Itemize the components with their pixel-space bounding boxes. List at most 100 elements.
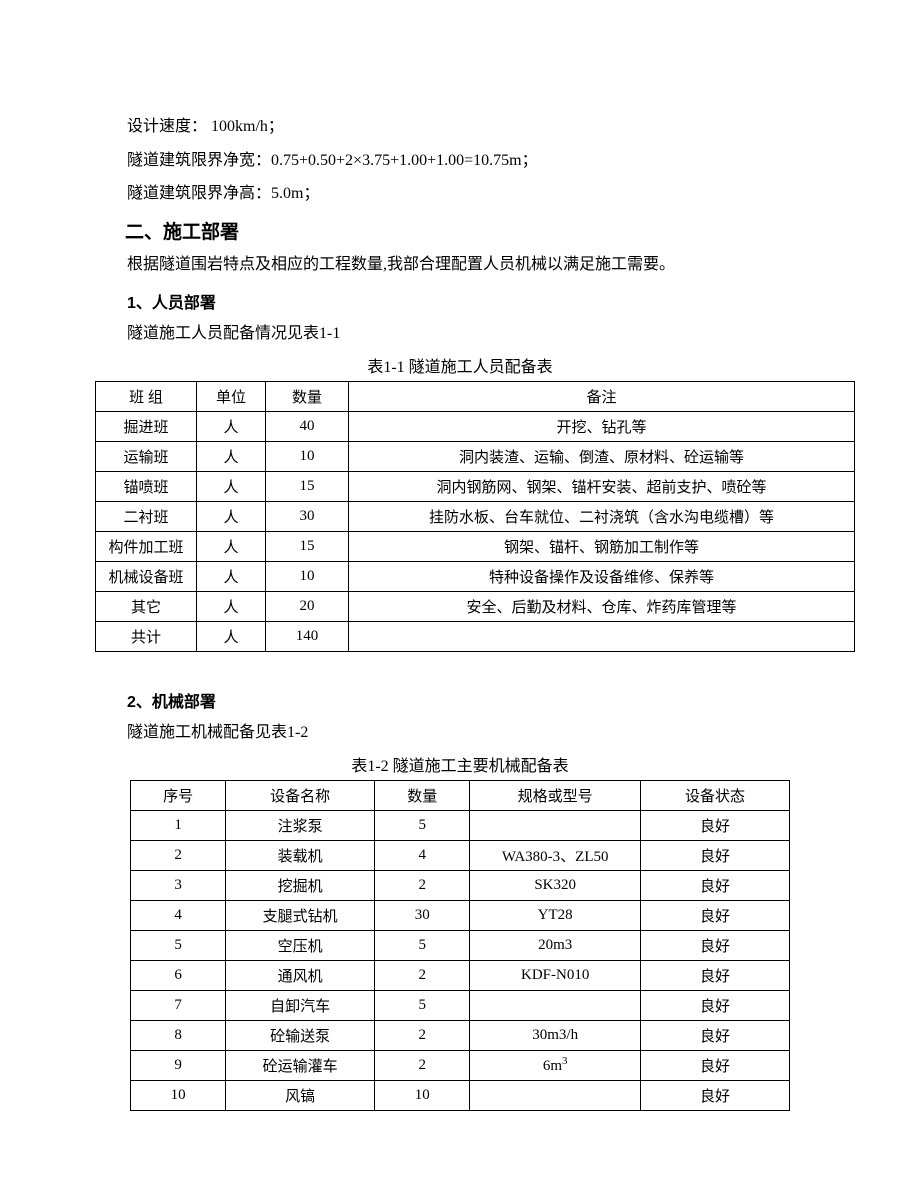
table-cell: 5 — [131, 930, 226, 960]
table-header-cell: 设备名称 — [226, 780, 375, 810]
table-cell: 2 — [375, 1050, 470, 1080]
table-cell — [470, 1080, 641, 1110]
table-cell: 钢架、锚杆、钢筋加工制作等 — [349, 531, 855, 561]
table-row: 其它人20安全、后勤及材料、仓库、炸药库管理等 — [96, 591, 855, 621]
table-cell: 良好 — [640, 1020, 789, 1050]
table-cell: 30m3/h — [470, 1020, 641, 1050]
table-header-cell: 数量 — [375, 780, 470, 810]
tunnel-height-line: 隧道建筑限界净高：5.0m； — [95, 177, 825, 211]
table-header-cell: 单位 — [197, 381, 266, 411]
table-cell: 良好 — [640, 930, 789, 960]
table-cell: 支腿式钻机 — [226, 900, 375, 930]
table-cell: 4 — [131, 900, 226, 930]
table-cell: SK320 — [470, 870, 641, 900]
table-cell: 砼运输灌车 — [226, 1050, 375, 1080]
table-cell: 30 — [375, 900, 470, 930]
table-cell: 人 — [197, 441, 266, 471]
table-cell: 良好 — [640, 840, 789, 870]
table-cell: 9 — [131, 1050, 226, 1080]
table-cell: 挂防水板、台车就位、二衬浇筑（含水沟电缆槽）等 — [349, 501, 855, 531]
design-speed-line: 设计速度： 100km/h； — [95, 110, 825, 144]
table-cell: 40 — [266, 411, 349, 441]
table-cell: 6 — [131, 960, 226, 990]
table-cell: 洞内装渣、运输、倒渣、原材料、砼运输等 — [349, 441, 855, 471]
table-cell: 注浆泵 — [226, 810, 375, 840]
table-cell: 通风机 — [226, 960, 375, 990]
table-cell: 良好 — [640, 1050, 789, 1080]
table-cell: 安全、后勤及材料、仓库、炸药库管理等 — [349, 591, 855, 621]
table-cell: 人 — [197, 531, 266, 561]
table-cell: 二衬班 — [96, 501, 197, 531]
table-row: 9砼运输灌车26m3良好 — [131, 1050, 790, 1080]
table-1-caption: 表1-1 隧道施工人员配备表 — [95, 353, 825, 377]
table-cell: 良好 — [640, 810, 789, 840]
table-2-caption: 表1-2 隧道施工主要机械配备表 — [95, 752, 825, 776]
table-cell: 4 — [375, 840, 470, 870]
table-row: 运输班人10洞内装渣、运输、倒渣、原材料、砼运输等 — [96, 441, 855, 471]
table-cell: 良好 — [640, 1080, 789, 1110]
table-cell: 5 — [375, 810, 470, 840]
table-row: 共计人140 — [96, 621, 855, 651]
table-cell — [470, 990, 641, 1020]
table-cell: 构件加工班 — [96, 531, 197, 561]
table-cell: 共计 — [96, 621, 197, 651]
table-cell: 2 — [375, 960, 470, 990]
subsection-1-title: 1、人员部署 — [95, 289, 825, 313]
table-header-cell: 备注 — [349, 381, 855, 411]
table-cell: YT28 — [470, 900, 641, 930]
table-cell: 2 — [375, 1020, 470, 1050]
table-cell: 10 — [266, 561, 349, 591]
table-row: 7自卸汽车5良好 — [131, 990, 790, 1020]
table-cell — [470, 810, 641, 840]
table-cell: 6m3 — [470, 1050, 641, 1080]
personnel-table: 班 组 单位 数量 备注 掘进班人40开挖、钻孔等运输班人10洞内装渣、运输、倒… — [95, 381, 855, 652]
table-cell: 人 — [197, 591, 266, 621]
section-2-title: 二、施工部署 — [125, 217, 825, 244]
machinery-table: 序号 设备名称 数量 规格或型号 设备状态 1注浆泵5良好2装载机4WA380-… — [130, 780, 790, 1111]
table-row: 机械设备班人10特种设备操作及设备维修、保养等 — [96, 561, 855, 591]
table-cell: 机械设备班 — [96, 561, 197, 591]
table-cell: 15 — [266, 471, 349, 501]
table-cell: 特种设备操作及设备维修、保养等 — [349, 561, 855, 591]
table-cell: 20 — [266, 591, 349, 621]
table-cell: 挖掘机 — [226, 870, 375, 900]
table-cell: 30 — [266, 501, 349, 531]
table-row: 8砼输送泵230m3/h良好 — [131, 1020, 790, 1050]
table-cell: 5 — [375, 990, 470, 1020]
table-cell: 10 — [375, 1080, 470, 1110]
table-cell: 运输班 — [96, 441, 197, 471]
table-cell: 其它 — [96, 591, 197, 621]
table-cell: 15 — [266, 531, 349, 561]
table-cell: WA380-3、ZL50 — [470, 840, 641, 870]
table-cell: KDF-N010 — [470, 960, 641, 990]
table-cell: 空压机 — [226, 930, 375, 960]
table-row: 2装载机4WA380-3、ZL50良好 — [131, 840, 790, 870]
table-cell: 良好 — [640, 870, 789, 900]
table-row: 3挖掘机2SK320良好 — [131, 870, 790, 900]
document-page: 设计速度： 100km/h； 隧道建筑限界净宽：0.75+0.50+2×3.75… — [0, 0, 920, 1171]
table-cell: 2 — [375, 870, 470, 900]
table-cell: 良好 — [640, 990, 789, 1020]
tunnel-width-line: 隧道建筑限界净宽：0.75+0.50+2×3.75+1.00+1.00=10.7… — [95, 144, 825, 178]
table-header-cell: 序号 — [131, 780, 226, 810]
table-header-row: 班 组 单位 数量 备注 — [96, 381, 855, 411]
table-header-cell: 规格或型号 — [470, 780, 641, 810]
table-cell: 2 — [131, 840, 226, 870]
table-row: 10风镐10良好 — [131, 1080, 790, 1110]
table-row: 6通风机2KDF-N010良好 — [131, 960, 790, 990]
table-cell: 10 — [266, 441, 349, 471]
subsection-2-desc: 隧道施工机械配备见表1-2 — [95, 716, 825, 750]
table-cell: 人 — [197, 621, 266, 651]
table-cell: 风镐 — [226, 1080, 375, 1110]
table-row: 5空压机520m3良好 — [131, 930, 790, 960]
subsection-1-desc: 隧道施工人员配备情况见表1-1 — [95, 317, 825, 351]
table-cell: 5 — [375, 930, 470, 960]
table-header-cell: 班 组 — [96, 381, 197, 411]
table-row: 1注浆泵5良好 — [131, 810, 790, 840]
table-cell: 20m3 — [470, 930, 641, 960]
table-cell: 人 — [197, 411, 266, 441]
table-cell: 人 — [197, 471, 266, 501]
table-cell: 开挖、钻孔等 — [349, 411, 855, 441]
table-header-row: 序号 设备名称 数量 规格或型号 设备状态 — [131, 780, 790, 810]
table-cell: 7 — [131, 990, 226, 1020]
